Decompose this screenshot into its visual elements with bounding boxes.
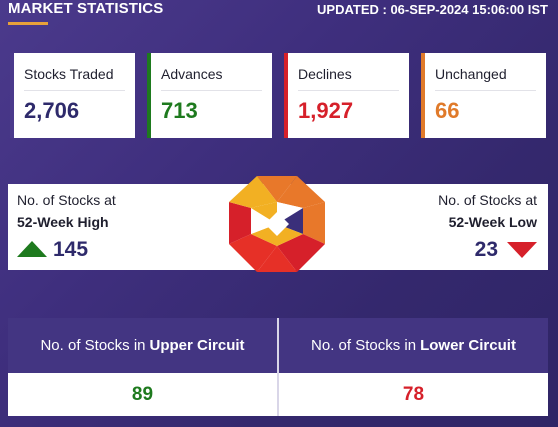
circuit-table: No. of Stocks in Upper Circuit 89 No. of…: [8, 318, 548, 416]
upper-circuit-emph: Upper Circuit: [149, 337, 245, 354]
week52-high-line1: No. of Stocks at: [17, 192, 116, 208]
card-label: Stocks Traded: [24, 66, 114, 82]
card-label: Advances: [161, 66, 223, 82]
week52-low-value[interactable]: 23: [474, 238, 498, 261]
arrow-down-icon: [507, 242, 537, 258]
upper-circuit-header: No. of Stocks in Upper Circuit: [8, 318, 277, 373]
exchange-logo-icon: [229, 176, 325, 272]
page-title: MARKET STATISTICS: [8, 0, 164, 17]
upper-circuit-column[interactable]: No. of Stocks in Upper Circuit 89: [8, 318, 277, 416]
card-stocks-traded[interactable]: Stocks Traded 2,706: [10, 53, 135, 138]
card-value: 1,927: [298, 98, 354, 123]
upper-circuit-prefix: No. of Stocks in: [40, 337, 146, 354]
lower-circuit-value[interactable]: 78: [279, 373, 548, 416]
week52-high-value[interactable]: 145: [53, 238, 89, 261]
lower-circuit-header: No. of Stocks in Lower Circuit: [279, 318, 548, 373]
lower-circuit-emph: Lower Circuit: [420, 337, 516, 354]
title-underline: [8, 22, 48, 25]
card-value: 2,706: [24, 98, 80, 123]
card-divider: [298, 90, 399, 91]
card-advances[interactable]: Advances 713: [147, 53, 272, 138]
card-declines[interactable]: Declines 1,927: [284, 53, 409, 138]
week52-low-line2: 52-Week Low: [448, 214, 537, 230]
arrow-up-icon: [17, 241, 47, 257]
card-divider: [161, 90, 262, 91]
week52-high-line2: 52-Week High: [17, 214, 109, 230]
column-divider: [277, 318, 279, 416]
lower-circuit-prefix: No. of Stocks in: [311, 337, 417, 354]
card-value: 713: [161, 98, 198, 123]
lower-circuit-column[interactable]: No. of Stocks in Lower Circuit 78: [279, 318, 548, 416]
upper-circuit-value[interactable]: 89: [8, 373, 277, 416]
updated-timestamp: UPDATED : 06-SEP-2024 15:06:00 IST: [317, 2, 548, 17]
card-unchanged[interactable]: Unchanged 66: [421, 53, 546, 138]
header: MARKET STATISTICS UPDATED : 06-SEP-2024 …: [0, 0, 558, 28]
card-label: Unchanged: [435, 66, 507, 82]
card-label: Declines: [298, 66, 352, 82]
card-divider: [435, 90, 536, 91]
stats-cards: Stocks Traded 2,706 Advances 713 Decline…: [10, 53, 548, 138]
card-value: 66: [435, 98, 460, 123]
card-divider: [24, 90, 125, 91]
week52-low-line1: No. of Stocks at: [438, 192, 537, 208]
